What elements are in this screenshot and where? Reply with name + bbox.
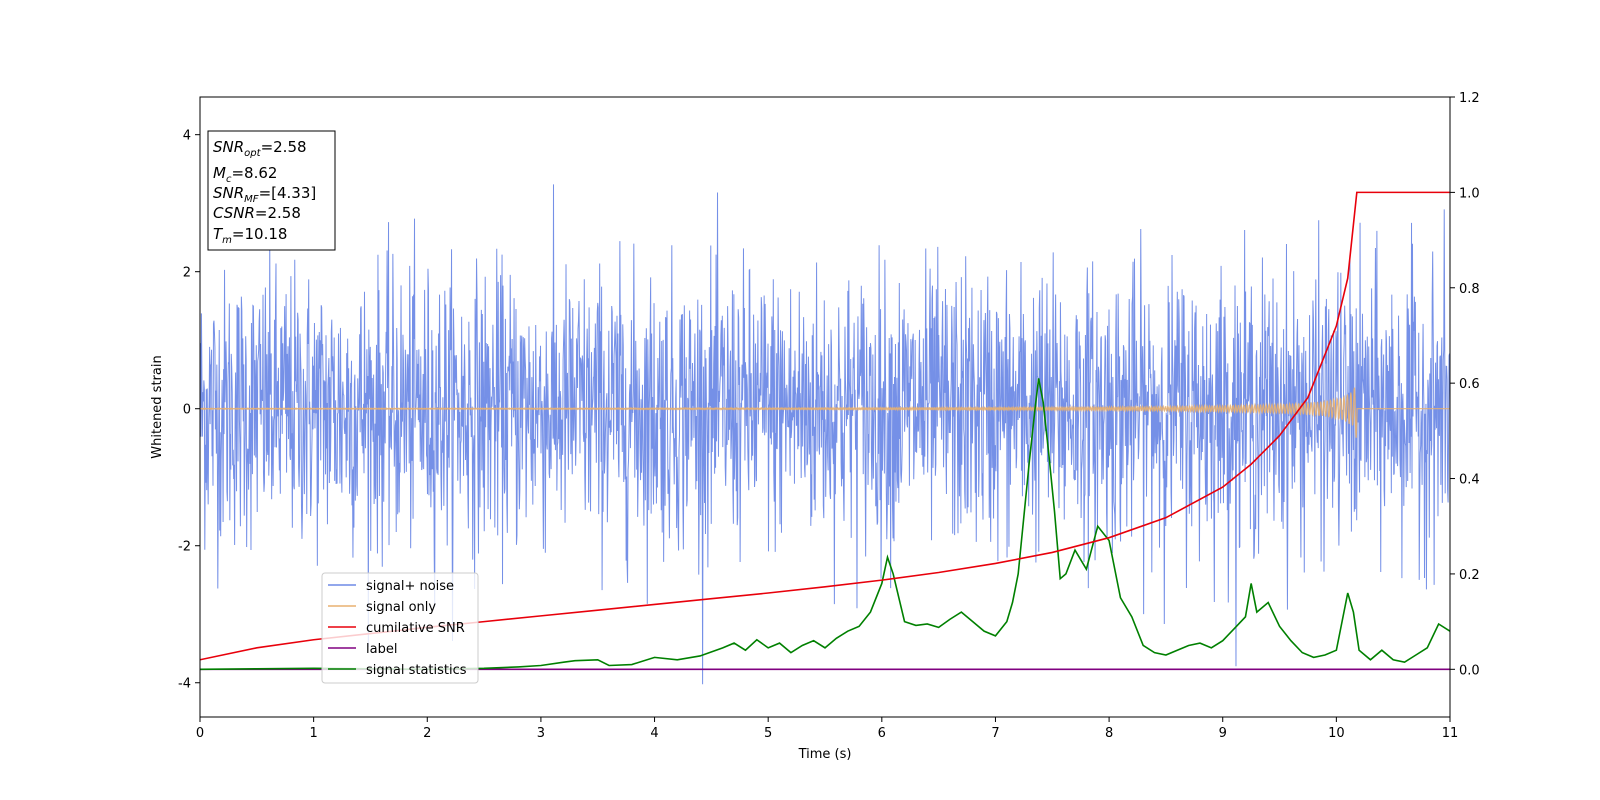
y2-tick-label: 0.6 bbox=[1459, 377, 1480, 392]
x-axis-label: Time (s) bbox=[798, 747, 852, 762]
signal-only-series bbox=[200, 387, 1450, 438]
annotation-snr-mf: SNRMF=[4.33] bbox=[213, 184, 316, 205]
signal-noise-line bbox=[200, 184, 1450, 685]
annotation-box: SNRopt=2.58 Mc=8.62 SNRMF=[4.33] CSNR=2.… bbox=[207, 130, 336, 251]
svg-text:signal statistics: signal statistics bbox=[366, 663, 467, 678]
x-tick-label: 5 bbox=[764, 726, 772, 741]
axes-frame bbox=[199, 96, 1451, 718]
y2-tick-label: 0.8 bbox=[1459, 282, 1480, 297]
legend-item-cumulative-snr: cumilative SNR bbox=[328, 621, 465, 636]
x-tick-label: 1 bbox=[309, 726, 317, 741]
svg-text:label: label bbox=[366, 642, 397, 657]
x-tick-label: 3 bbox=[537, 726, 545, 741]
legend: signal+ noise signal only cumilative SNR… bbox=[321, 572, 479, 684]
y-axis-label: Whitened strain bbox=[150, 355, 165, 458]
x-axis-ticks: 0 1 2 3 4 5 6 7 8 9 10 11 bbox=[196, 717, 1458, 741]
signal-only-line bbox=[200, 387, 1450, 438]
svg-text:signal only: signal only bbox=[366, 600, 436, 615]
annotation-tm: Tm=10.18 bbox=[213, 225, 287, 246]
x-tick-label: 7 bbox=[991, 726, 999, 741]
x-tick-label: 0 bbox=[196, 726, 204, 741]
y-tick-label: -4 bbox=[178, 677, 191, 692]
legend-item-signal-statistics: signal statistics bbox=[328, 663, 467, 678]
annotation-snr-opt: SNRopt=2.58 bbox=[213, 138, 307, 159]
y2-tick-label: 0.2 bbox=[1459, 568, 1480, 583]
y-axis-right-ticks: 0.0 0.2 0.4 0.6 0.8 1.0 1.2 bbox=[1450, 91, 1480, 678]
legend-item-signal-noise: signal+ noise bbox=[328, 579, 454, 594]
signal-statistics-line bbox=[200, 378, 1450, 671]
x-tick-label: 4 bbox=[650, 726, 658, 741]
signal-noise-series bbox=[200, 184, 1450, 685]
y-axis-left-ticks: -4 -2 0 2 4 bbox=[178, 129, 200, 692]
y-tick-label: 0 bbox=[183, 403, 191, 418]
annotation-csnr: CSNR=2.58 bbox=[213, 204, 301, 222]
y2-tick-label: 0.4 bbox=[1459, 473, 1480, 488]
x-tick-label: 11 bbox=[1442, 726, 1459, 741]
y-tick-label: 4 bbox=[183, 129, 191, 144]
y2-tick-label: 1.0 bbox=[1459, 186, 1480, 201]
y-tick-label: -2 bbox=[178, 540, 191, 555]
y2-tick-label: 1.2 bbox=[1459, 91, 1480, 106]
y2-tick-label: 0.0 bbox=[1459, 663, 1480, 678]
y-tick-label: 2 bbox=[183, 266, 191, 281]
x-tick-label: 10 bbox=[1328, 726, 1345, 741]
x-tick-label: 2 bbox=[423, 726, 431, 741]
x-tick-label: 9 bbox=[1219, 726, 1227, 741]
svg-text:signal+ noise: signal+ noise bbox=[366, 579, 454, 594]
svg-text:cumilative SNR: cumilative SNR bbox=[366, 621, 465, 636]
legend-item-label: label bbox=[328, 642, 397, 657]
annotation-mc: Mc=8.62 bbox=[213, 164, 277, 185]
x-tick-label: 8 bbox=[1105, 726, 1113, 741]
x-tick-label: 6 bbox=[878, 726, 886, 741]
legend-item-signal-only: signal only bbox=[328, 600, 436, 615]
